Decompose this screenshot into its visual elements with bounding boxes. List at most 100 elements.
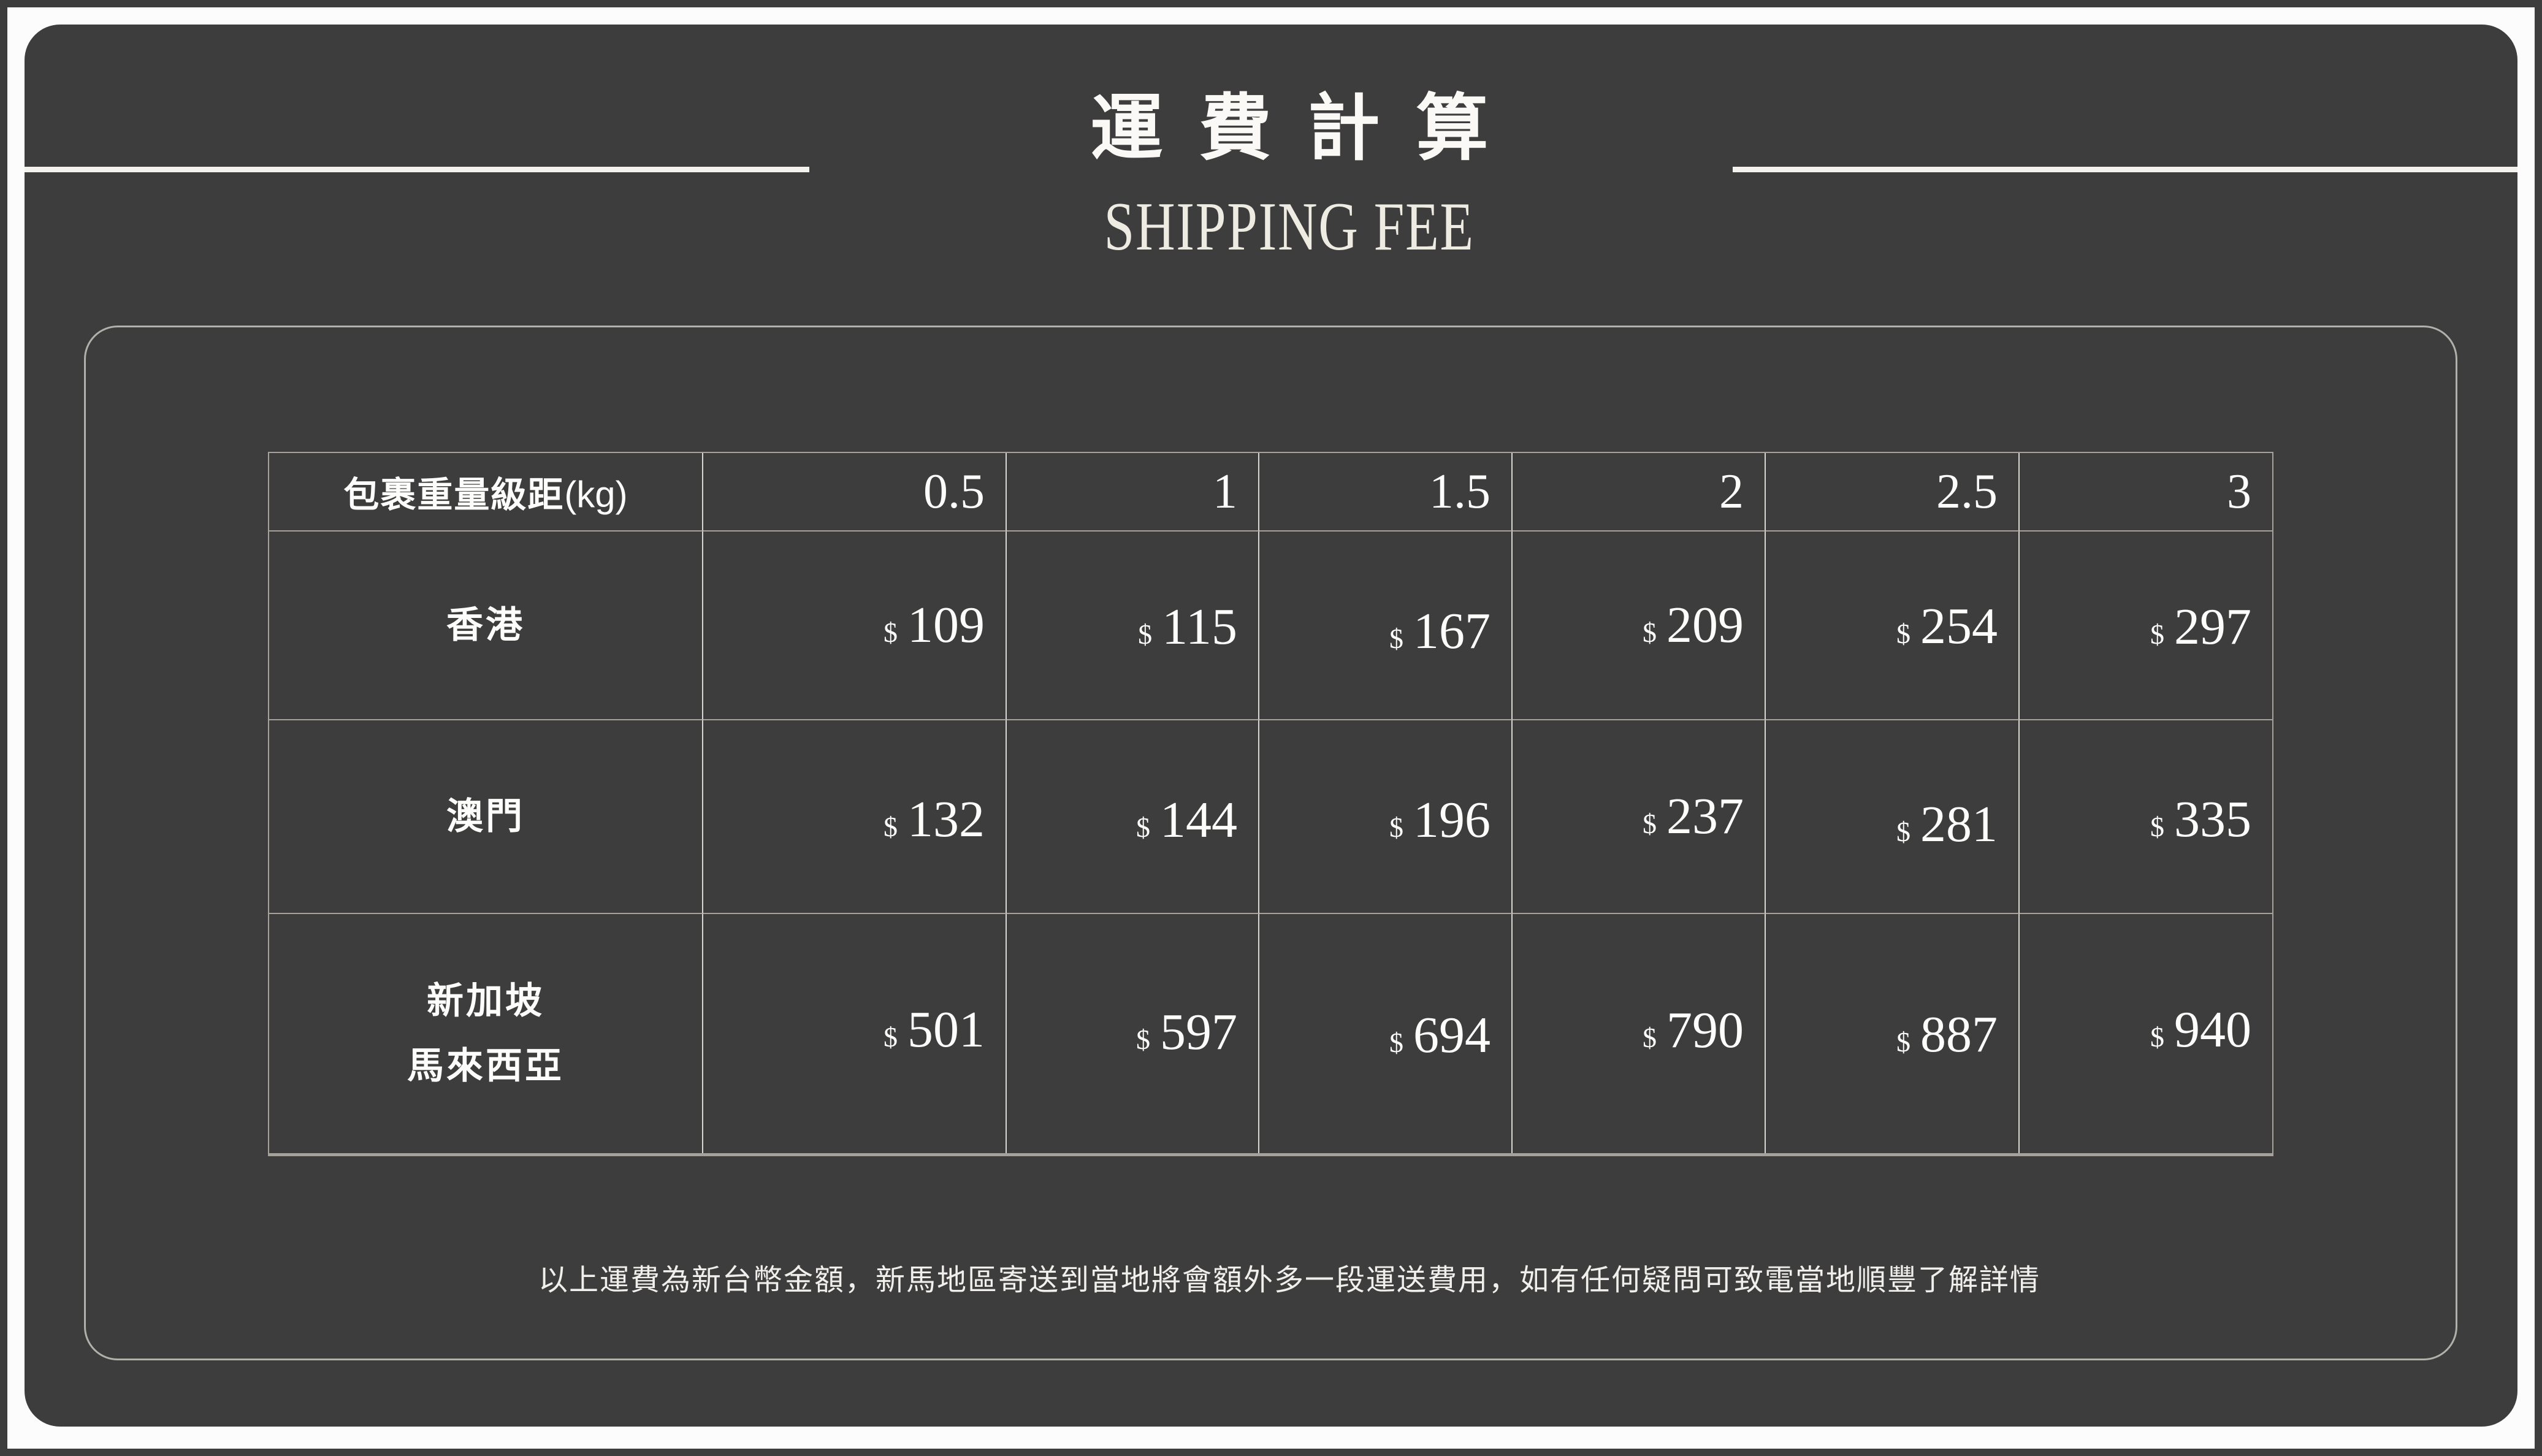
fee-cell: $209 [1513,532,1766,720]
fee-value: 196 [1413,791,1490,848]
fee-cell: $281 [1766,720,2020,914]
fee-amount: $254 [1896,601,1998,652]
region-line: 馬來西亞 [407,1045,564,1086]
currency-symbol: $ [884,1021,898,1053]
fee-cell: $335 [2020,720,2272,914]
currency-symbol: $ [1138,619,1153,650]
currency-symbol: $ [1643,617,1657,648]
fee-value: 115 [1162,598,1237,655]
weight-value: 2.5 [1936,464,1998,519]
weight-header-label: 包裹重量級距(kg) [343,466,627,517]
fee-amount: $109 [884,600,985,651]
fee-value: 694 [1413,1007,1490,1064]
region-cell-hongkong: 香港 [269,532,703,720]
currency-symbol: $ [2150,811,2164,842]
title-rule-left [25,167,809,172]
fee-amount: $115 [1138,601,1237,653]
weight-value: 1 [1213,464,1237,519]
fee-cell: $109 [703,532,1007,720]
fee-cell: $144 [1007,720,1259,914]
footnote: 以上運費為新台幣金額，新馬地區寄送到當地將會額外多一段運送費用，如有任何疑問可致… [538,1264,2040,1297]
region-cell-macau: 澳門 [269,720,703,914]
region-label: 新加坡 馬來西亞 [407,969,564,1099]
fee-value: 887 [1920,1006,1998,1063]
weight-header-unit: (kg) [564,474,628,515]
fee-value: 297 [2174,598,2251,655]
fee-amount: $790 [1643,1005,1744,1056]
weight-value: 1.5 [1429,464,1490,519]
fee-amount: $132 [884,794,985,845]
fee-amount: $887 [1896,1009,1998,1061]
shipping-fee-table: 包裹重量級距(kg) 0.5 1 1.5 2 2.5 3 香港 $109 $11… [268,452,2273,1156]
currency-symbol: $ [1896,1026,1910,1058]
weight-header-cjk: 包裹重量級距 [343,475,565,515]
weight-value: 0.5 [923,464,985,519]
page-subtitle-text: SHIPPING FEE [1104,189,1475,265]
fee-value: 501 [907,1001,985,1058]
fee-value: 790 [1666,1002,1744,1059]
weight-col-header: 3 [2020,453,2272,532]
region-cell-singapore-malaysia: 新加坡 馬來西亞 [269,914,703,1153]
currency-symbol: $ [1389,812,1403,843]
fee-value: 597 [1160,1004,1237,1061]
weight-col-header: 0.5 [703,453,1007,532]
fee-value: 167 [1413,603,1490,660]
fee-value: 109 [907,597,985,654]
fee-amount: $297 [2150,601,2251,653]
fee-cell: $196 [1259,720,1513,914]
fee-cell: $254 [1766,532,2020,720]
fee-cell: $887 [1766,914,2020,1153]
fee-amount: $237 [1643,791,1744,842]
fee-cell: $132 [703,720,1007,914]
page-subtitle: SHIPPING FEE [0,191,2542,262]
weight-value: 3 [2227,464,2251,519]
weight-col-header: 1 [1007,453,1259,532]
fee-value: 132 [907,791,985,848]
table-outline-panel [84,326,2457,1360]
currency-symbol: $ [2150,619,2164,650]
weight-value: 2 [1719,464,1744,519]
currency-symbol: $ [1896,618,1910,649]
currency-symbol: $ [884,811,898,842]
fee-cell: $501 [703,914,1007,1153]
currency-symbol: $ [1643,808,1657,839]
fee-cell: $167 [1259,532,1513,720]
fee-amount: $167 [1389,606,1490,657]
currency-symbol: $ [1136,1024,1150,1055]
fee-value: 281 [1920,796,1998,853]
weight-header-cell: 包裹重量級距(kg) [269,453,703,532]
fee-amount: $694 [1389,1010,1490,1061]
fee-amount: $597 [1136,1007,1237,1058]
fee-cell: $597 [1007,914,1259,1153]
fee-amount: $144 [1136,795,1237,846]
fee-cell: $694 [1259,914,1513,1153]
currency-symbol: $ [1643,1022,1657,1053]
fee-cell: $297 [2020,532,2272,720]
region-line: 新加坡 [427,980,544,1021]
fee-value: 209 [1666,597,1744,654]
weight-col-header: 2 [1513,453,1766,532]
title-rule-right [1733,167,2517,172]
region-label: 澳門 [446,796,525,837]
fee-amount: $501 [884,1004,985,1056]
currency-symbol: $ [1896,816,1910,847]
currency-symbol: $ [2150,1021,2164,1053]
fee-amount: $209 [1643,600,1744,651]
weight-col-header: 2.5 [1766,453,2020,532]
fee-amount: $335 [2150,794,2251,845]
currency-symbol: $ [1389,1027,1403,1058]
fee-cell: $790 [1513,914,1766,1153]
weight-col-header: 1.5 [1259,453,1513,532]
fee-cell: $115 [1007,532,1259,720]
currency-symbol: $ [1389,623,1403,654]
region-label: 香港 [446,604,525,646]
fee-amount: $940 [2150,1004,2251,1056]
fee-cell: $940 [2020,914,2272,1153]
fee-amount: $281 [1896,799,1998,850]
fee-value: 254 [1920,598,1998,655]
fee-amount: $196 [1389,795,1490,846]
currency-symbol: $ [884,617,898,648]
fee-cell: $237 [1513,720,1766,914]
fee-value: 335 [2174,791,2251,848]
